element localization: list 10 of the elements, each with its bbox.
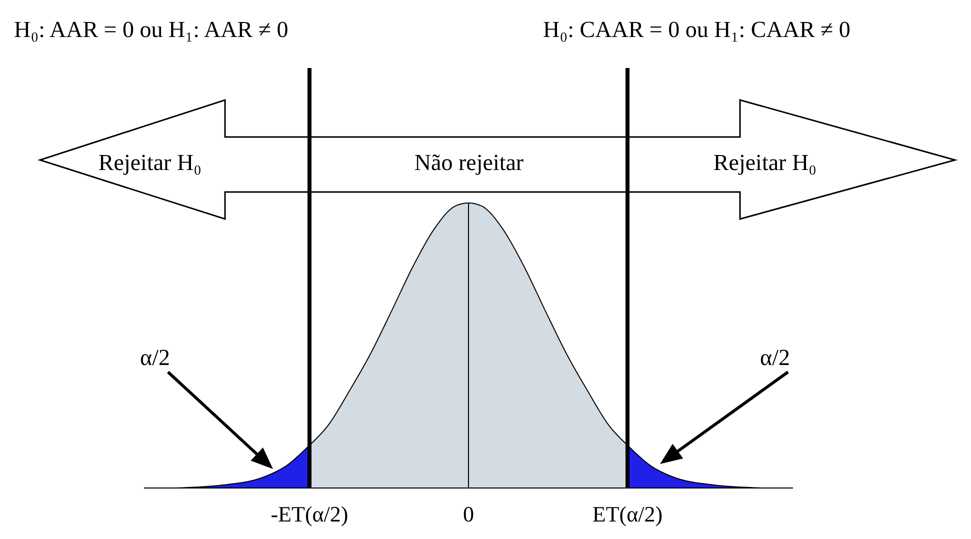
annotation: α/2	[140, 345, 170, 370]
annotation: α/2	[760, 345, 790, 370]
x-tick-label: 0	[463, 502, 474, 527]
text: H₀: AAR = 0 ou H₁: AAR ≠ 0	[14, 17, 288, 42]
text: H₀: CAAR = 0 ou H₁: CAAR ≠ 0	[543, 17, 850, 42]
text: Rejeitar H₀	[713, 150, 817, 175]
x-tick-label: -ET(α/2)	[270, 502, 348, 527]
x-tick-label: ET(α/2)	[592, 502, 663, 527]
text: Rejeitar H₀	[98, 150, 202, 175]
text: Não rejeitar	[414, 150, 524, 175]
